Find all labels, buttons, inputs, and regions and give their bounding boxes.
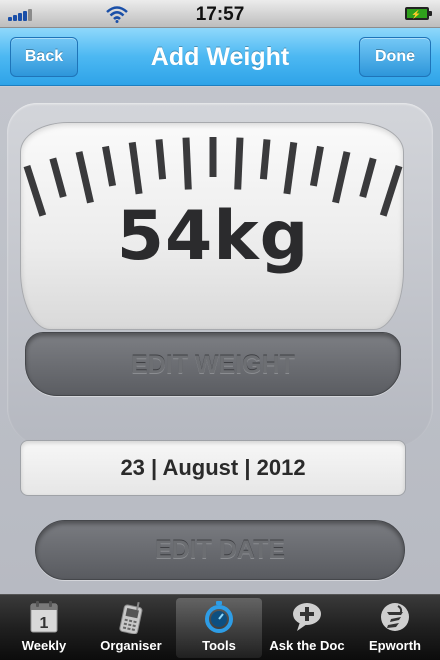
stopwatch-icon [205,601,233,633]
status-bar: 17:57 ⚡ [0,0,440,28]
navigation-bar: Back Add Weight Done [0,28,440,86]
phone-icon [119,602,143,634]
tab-label: Epworth [369,638,421,653]
tab-label: Tools [202,638,236,653]
scale-tick [359,157,377,198]
scale-tick [155,139,167,180]
scale-tick [234,137,244,190]
edit-weight-button[interactable]: EDIT WEIGHT [25,332,401,396]
scale-tick [75,151,94,204]
svg-text:1: 1 [40,615,49,632]
back-button[interactable]: Back [10,37,78,77]
page-title: Add Weight [150,43,290,71]
scale-tick [23,165,47,217]
scale-tick [182,137,192,190]
tab-ask-the-doc[interactable]: Ask the Doc [264,598,350,658]
scale-tick [309,145,324,187]
battery-icon: ⚡ [405,7,432,20]
scale-ticks [23,137,403,217]
tab-tools[interactable]: Tools [176,598,262,658]
tab-organiser[interactable]: Organiser [88,598,174,658]
scale-tick [259,139,271,180]
done-button[interactable]: Done [359,37,431,77]
weight-value: 54kg [116,197,310,276]
status-time: 17:57 [195,4,245,25]
scale-dial: 54kg [20,122,404,330]
wifi-icon [106,6,128,23]
tab-label: Weekly [21,638,67,653]
date-display: 23 | August | 2012 [20,440,406,496]
scale-tick [102,145,117,187]
tab-label: Ask the Doc [269,638,345,653]
scale-tick [128,141,143,195]
tab-epworth[interactable]: Epworth [352,598,438,658]
scale-tick [332,151,351,204]
calendar-icon: 1 [30,601,58,633]
tab-weekly[interactable]: 1 Weekly [1,598,87,658]
tab-bar: 1 Weekly Organiser Tools [0,594,440,660]
signal-strength-icon [8,9,34,21]
scale-tick [283,141,298,195]
epworth-logo-icon [381,603,409,631]
tab-label: Organiser [100,638,162,653]
speech-plus-icon [293,603,321,631]
scale-tick [49,157,67,198]
scale-tick [379,165,403,217]
edit-date-button[interactable]: EDIT DATE [35,520,405,580]
